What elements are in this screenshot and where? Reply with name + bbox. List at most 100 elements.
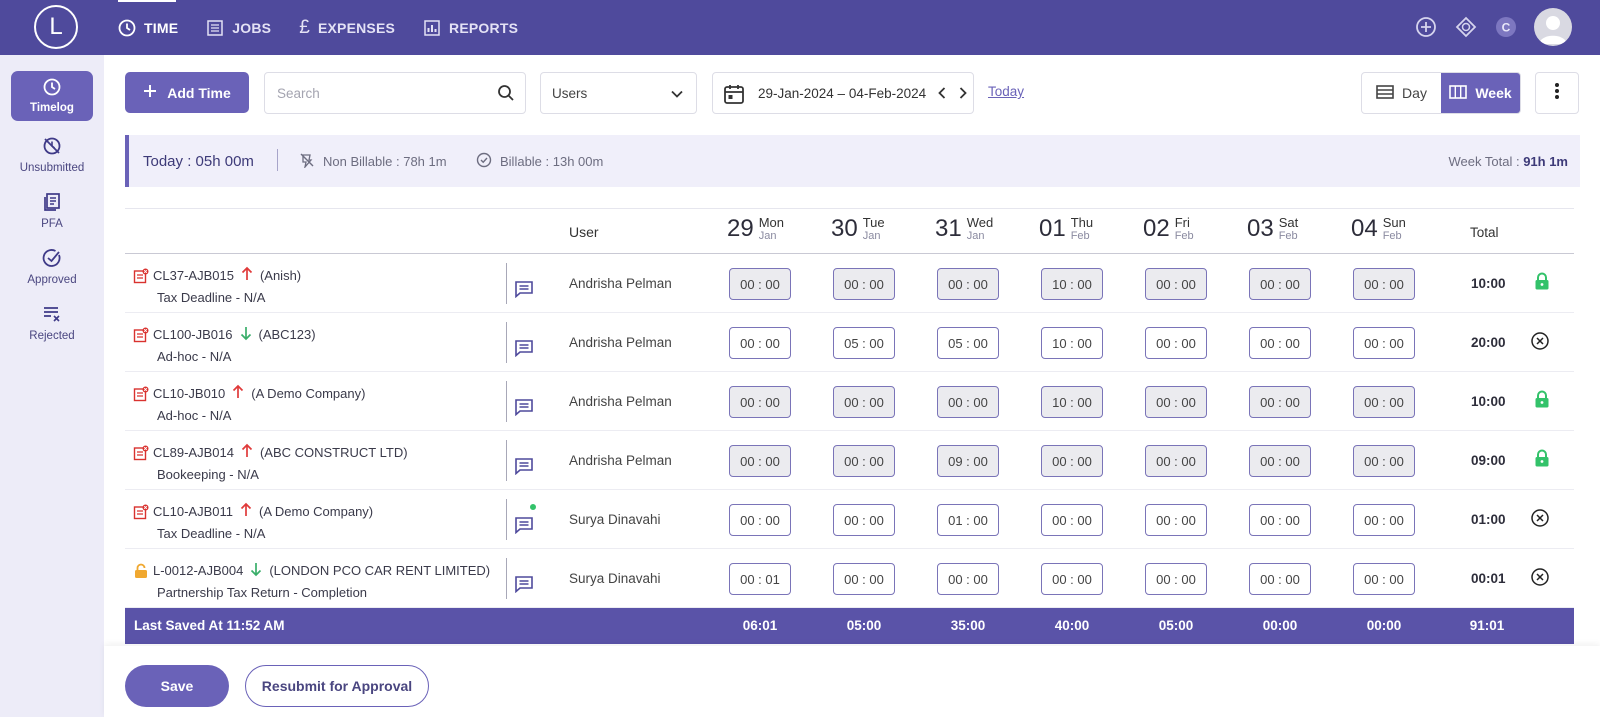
time-entry-input[interactable]: 00 : 00 [1041, 563, 1103, 595]
time-entry-input[interactable]: 00 : 00 [937, 563, 999, 595]
row-total: 10:00 [1471, 394, 1506, 409]
comment-icon[interactable] [514, 339, 534, 362]
week-total-value: 91h 1m [1523, 153, 1568, 169]
remove-circle-icon[interactable] [1530, 567, 1550, 592]
nav-jobs[interactable]: JOBS [206, 0, 271, 55]
date-range-picker[interactable]: 29-Jan-2024 – 04-Feb-2024 [712, 72, 974, 114]
time-entry-input[interactable]: 00 : 00 [1145, 327, 1207, 359]
non-billable-total: Non Billable : 78h 1m [299, 152, 447, 171]
time-entry-input[interactable]: 00 : 00 [1353, 504, 1415, 536]
day-total: 40:00 [1054, 618, 1090, 633]
table-row: CL89-AJB014 (ABC CONSTRUCT LTD) Bookeeping… [125, 431, 1574, 490]
report-icon [423, 19, 441, 37]
add-time-button[interactable]: Add Time [125, 72, 249, 113]
day-month: Feb [1070, 230, 1090, 243]
time-entry-input[interactable]: 00 : 00 [1249, 563, 1311, 595]
timer-diamond-icon[interactable] [1454, 15, 1478, 39]
time-entry-input[interactable]: 00 : 00 [1249, 327, 1311, 359]
sidebar-item-approved[interactable]: Approved [11, 242, 93, 292]
sidebar-item-pfa[interactable]: PFA [11, 186, 93, 236]
credits-icon[interactable]: C [1494, 15, 1518, 39]
lock-icon [1534, 449, 1550, 472]
task-name: Tax Deadline - N/A [157, 290, 266, 305]
app-logo[interactable]: L [34, 5, 78, 49]
comment-icon[interactable] [514, 398, 534, 421]
time-entry-input[interactable]: 00 : 01 [729, 563, 791, 595]
search-icon[interactable] [497, 84, 515, 107]
remove-circle-icon[interactable] [1530, 331, 1550, 356]
table-header: User Total 29 Mon Jan 30 Tue Jan 31 Wed Jan 01 Thu… [125, 208, 1574, 254]
job-code[interactable]: CL37-AJB015 [153, 268, 234, 283]
time-entry-input: 00 : 00 [1145, 445, 1207, 477]
table-row: CL100-JB016 (ABC123) Ad-hoc - N/A Andrisha … [125, 313, 1574, 372]
time-entry-input[interactable]: 00 : 00 [1249, 504, 1311, 536]
row-total: 10:00 [1471, 276, 1506, 291]
time-entry-input[interactable]: 01 : 00 [937, 504, 999, 536]
client-name: (A Demo Company) [258, 504, 374, 519]
chevron-left-icon[interactable] [935, 85, 949, 104]
nav-expenses-label: EXPENSES [317, 19, 396, 36]
arrow-down-icon [240, 325, 252, 344]
today-link[interactable]: Today [988, 84, 1025, 99]
more-options-button[interactable] [1535, 72, 1579, 114]
day-month: Feb [1174, 230, 1194, 243]
time-entry-input[interactable]: 00 : 00 [1145, 563, 1207, 595]
cell-divider [506, 440, 507, 481]
day-month: Jan [966, 230, 985, 243]
nav-expenses[interactable]: £ EXPENSES [299, 0, 395, 55]
comment-icon[interactable] [514, 280, 534, 303]
nav-reports[interactable]: REPORTS [423, 0, 518, 55]
day-total: 00:00 [1366, 618, 1402, 633]
time-entry-input[interactable]: 00 : 00 [1353, 327, 1415, 359]
cell-divider [506, 558, 507, 599]
time-entry-input[interactable]: 05 : 00 [833, 327, 895, 359]
comment-icon[interactable] [514, 575, 534, 598]
cell-divider [506, 381, 507, 422]
sidebar-item-unsubmitted[interactable]: Unsubmitted [11, 130, 93, 180]
nav-time[interactable]: TIME [118, 0, 178, 55]
remove-circle-icon[interactable] [1530, 508, 1550, 533]
client-name: (Anish) [259, 268, 302, 283]
job-code[interactable]: L-0012-AJB004 [153, 563, 244, 578]
view-day-button[interactable]: Day [1362, 73, 1441, 113]
time-entry-input[interactable]: 05 : 00 [937, 327, 999, 359]
time-entry-input: 00 : 00 [833, 386, 895, 418]
nav-reports-label: REPORTS [449, 19, 519, 36]
time-entry-input[interactable]: 00 : 00 [1041, 504, 1103, 536]
day-number: 31 [935, 215, 962, 242]
comment-icon[interactable] [514, 457, 534, 480]
sidebar: Timelog Unsubmitted PFA Approved Rejecte… [0, 55, 104, 717]
user-avatar[interactable] [1534, 8, 1572, 46]
sidebar-item-rejected[interactable]: Rejected [11, 298, 93, 348]
time-entry-input[interactable]: 00 : 00 [1353, 563, 1415, 595]
time-entry-input: 09 : 00 [937, 445, 999, 477]
day-month: Feb [1382, 230, 1402, 243]
search-input[interactable] [265, 73, 485, 113]
calendar-icon[interactable] [723, 83, 745, 108]
add-circle-icon[interactable] [1414, 15, 1438, 39]
table-row: CL37-AJB015 (Anish) Tax Deadline - N/A Andr… [125, 254, 1574, 313]
time-entry-input: 00 : 00 [1145, 268, 1207, 300]
list-x-icon [42, 304, 62, 327]
job-code[interactable]: CL89-AJB014 [153, 445, 234, 460]
time-entry-input[interactable]: 00 : 00 [729, 327, 791, 359]
day-column-header: 29 Mon Jan [727, 215, 784, 243]
billable-text: Billable : 13h 00m [500, 153, 604, 169]
time-entry-input[interactable]: 10 : 00 [1041, 327, 1103, 359]
sidebar-item-timelog[interactable]: Timelog [11, 71, 93, 121]
new-comment-indicator [530, 504, 536, 510]
time-entry-input[interactable]: 00 : 00 [729, 504, 791, 536]
job-code[interactable]: CL10-JB010 [153, 386, 226, 401]
time-entry-input[interactable]: 00 : 00 [833, 504, 895, 536]
users-dropdown[interactable]: Users [540, 72, 697, 114]
day-number: 29 [727, 215, 754, 242]
save-button[interactable]: Save [125, 665, 229, 707]
resubmit-button[interactable]: Resubmit for Approval [245, 665, 429, 707]
view-week-button[interactable]: Week [1441, 73, 1520, 113]
chevron-right-icon[interactable] [956, 85, 970, 104]
job-code[interactable]: CL100-JB016 [153, 327, 233, 342]
time-entry-input[interactable]: 00 : 00 [833, 563, 895, 595]
time-entry-input[interactable]: 00 : 00 [1145, 504, 1207, 536]
comment-icon[interactable] [514, 516, 534, 539]
job-code[interactable]: CL10-AJB011 [153, 504, 233, 519]
